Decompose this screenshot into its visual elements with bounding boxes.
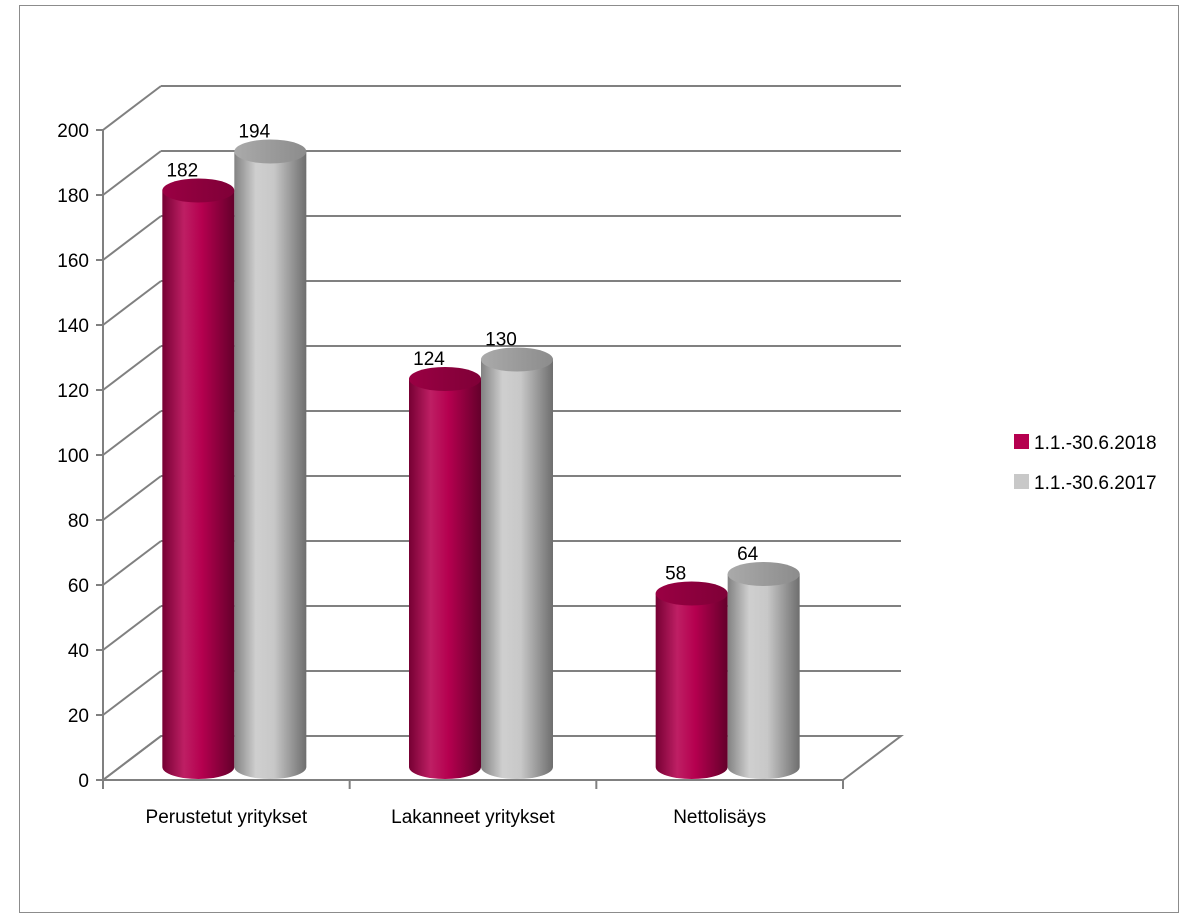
legend: 1.1.-30.6.2018 1.1.-30.6.2017 (1014, 433, 1157, 494)
bar-top (481, 347, 553, 372)
bar-body (481, 359, 553, 779)
legend-swatch (1014, 434, 1029, 449)
data-label: 130 (485, 330, 517, 351)
x-tick-labels: Perustetut yritykset Lakanneet yritykset N… (146, 807, 767, 828)
gridline-side (102, 475, 162, 521)
bar-0-1 (409, 367, 481, 779)
y-tick-labels: 0 20 40 60 80 100 120 140 160 180 200 (57, 121, 89, 792)
bar-body (655, 593, 728, 780)
bar-top (162, 178, 235, 203)
bar-top (409, 367, 481, 391)
legend-label: 1.1.-30.6.2017 (1034, 473, 1157, 494)
y-tick-label: 20 (68, 706, 89, 727)
bar-body (234, 151, 307, 780)
x-tick-label: Lakanneet yritykset (391, 807, 555, 828)
y-tick-label: 60 (68, 576, 89, 597)
legend-item: 1.1.-30.6.2018 (1014, 433, 1157, 454)
x-tick-label: Nettolisäys (673, 807, 766, 828)
bar-top (727, 562, 800, 586)
axes (96, 129, 844, 789)
bar-top (655, 581, 728, 606)
y-tick-label: 80 (68, 511, 89, 532)
data-label: 182 (166, 161, 198, 182)
gridline-side (102, 215, 162, 261)
y-tick-label: 180 (57, 186, 89, 207)
y-tick-label: 0 (78, 771, 89, 792)
gridline-side (102, 345, 162, 391)
data-label: 58 (665, 564, 686, 585)
gridline-side (102, 735, 162, 781)
bar-body (727, 574, 800, 780)
bar-0-2 (655, 581, 728, 780)
x-tick-label: Perustetut yritykset (146, 807, 308, 828)
y-tick-label: 140 (57, 316, 89, 337)
data-label: 64 (737, 544, 759, 565)
data-labels: 182 194 124 130 58 64 (166, 122, 758, 585)
gridline-side (102, 540, 162, 586)
gridline-side (102, 280, 162, 326)
gridline-side (102, 85, 162, 131)
data-label: 194 (238, 122, 270, 143)
legend-swatch (1014, 474, 1029, 489)
bar-body (409, 379, 481, 779)
bar-0-0 (162, 178, 235, 780)
bar-top (234, 139, 307, 164)
bar-body (162, 190, 235, 780)
gridline-side (102, 150, 162, 196)
y-tick-label: 40 (68, 641, 89, 662)
y-tick-label: 200 (57, 121, 89, 142)
y-tick-label: 100 (57, 446, 89, 467)
y-tick-label: 160 (57, 251, 89, 272)
gridline-side (102, 605, 162, 651)
legend-label: 1.1.-30.6.2018 (1034, 433, 1157, 454)
bar-1-1 (481, 347, 553, 779)
y-tick-label: 120 (57, 381, 89, 402)
bar-1-2 (727, 562, 800, 780)
chart-frame (19, 5, 1179, 913)
legend-item: 1.1.-30.6.2017 (1014, 473, 1157, 494)
bars (162, 139, 800, 780)
bar-1-0 (234, 139, 307, 780)
gridline-side (102, 670, 162, 716)
data-label: 124 (413, 349, 445, 370)
gridline-side (102, 410, 162, 456)
